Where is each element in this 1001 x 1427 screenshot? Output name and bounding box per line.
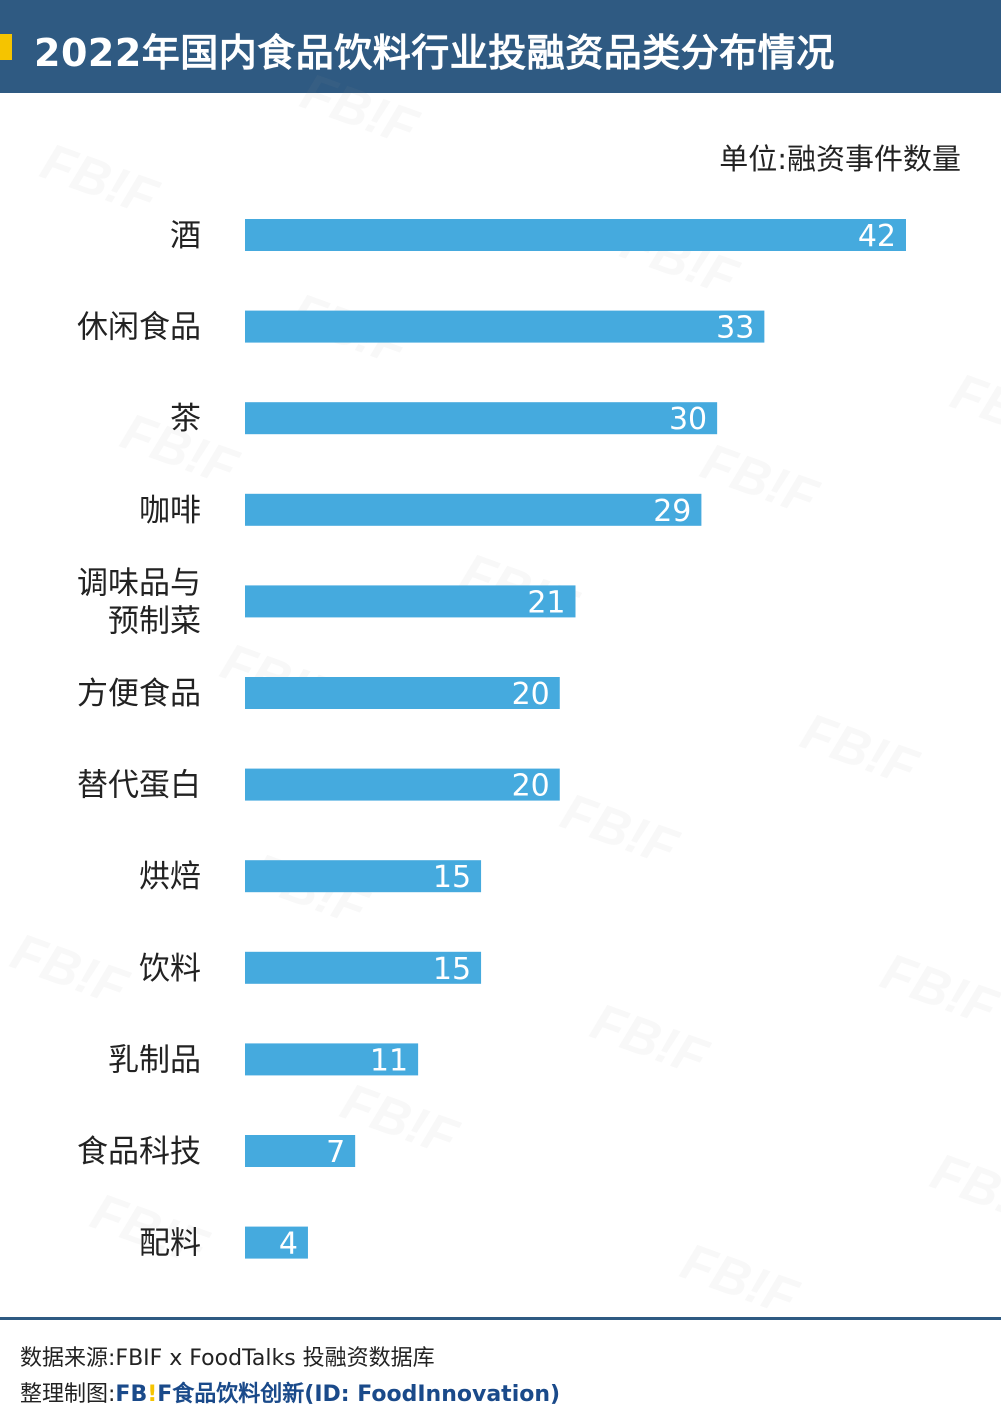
category-label-line: 烘焙	[139, 859, 201, 895]
category-label-line: 休闲食品	[77, 310, 201, 346]
bar-value-label: 11	[370, 1043, 408, 1078]
bar	[245, 1226, 308, 1259]
category-label-line: 饮料	[139, 951, 201, 987]
category-label-line: 乳制品	[108, 1042, 201, 1078]
header-accent	[0, 34, 12, 60]
category-label: 酒	[170, 218, 201, 254]
category-label: 调味品与预制菜	[77, 565, 201, 639]
category-label-line: 茶	[170, 401, 201, 437]
category-label: 替代蛋白	[77, 768, 201, 804]
bar-value-label: 42	[858, 219, 896, 254]
bar-value-label: 33	[716, 311, 754, 346]
data-source: 数据来源:FBIF x FoodTalks 投融资数据库	[20, 1346, 435, 1371]
category-label: 方便食品	[77, 676, 201, 712]
bar	[245, 768, 560, 801]
category-label-line: 调味品与	[77, 565, 201, 601]
category-label-line: 方便食品	[77, 676, 201, 712]
fbif-logo: FB!F	[115, 1382, 173, 1407]
bar-value-label: 20	[512, 769, 550, 804]
category-label-line: 配料	[139, 1226, 201, 1262]
page-title: 2022年国内食品饮料行业投融资品类分布情况	[34, 31, 835, 75]
unit-label: 单位:融资事件数量	[719, 142, 961, 176]
credit-prefix: 整理制图:	[20, 1382, 116, 1407]
credit-line: 整理制图:FB!F食品饮料创新(ID: FoodInnovation)	[20, 1376, 560, 1408]
category-label: 咖啡	[139, 493, 201, 529]
category-label: 烘焙	[139, 859, 201, 895]
bar-value-label: 21	[527, 585, 565, 620]
category-label: 茶	[170, 401, 201, 437]
bar	[245, 310, 765, 343]
category-label-line: 替代蛋白	[77, 768, 201, 804]
category-label: 食品科技	[77, 1134, 201, 1170]
bar	[245, 1135, 356, 1167]
category-label: 乳制品	[108, 1042, 201, 1078]
bar-value-label: 15	[433, 860, 471, 895]
footer-divider	[0, 1317, 1001, 1320]
header-bar: 2022年国内食品饮料行业投融资品类分布情况	[0, 0, 1001, 93]
category-label: 休闲食品	[77, 310, 201, 346]
bar	[245, 1043, 419, 1076]
bar	[245, 493, 702, 526]
bar	[245, 219, 906, 251]
bar	[245, 585, 576, 618]
credit-brand: 食品饮料创新(ID: FoodInnovation)	[172, 1382, 561, 1407]
bar	[245, 951, 482, 984]
bar	[245, 402, 718, 435]
category-label-line: 酒	[170, 218, 201, 254]
bar-value-label: 7	[326, 1135, 345, 1170]
bar-value-label: 30	[669, 402, 707, 437]
bar	[245, 860, 482, 893]
bar-value-label: 29	[653, 494, 691, 529]
bar-value-label: 20	[512, 677, 550, 712]
category-label-line: 食品科技	[77, 1134, 201, 1170]
bar-value-label: 4	[279, 1227, 298, 1262]
category-label: 配料	[139, 1226, 201, 1262]
bar-value-label: 15	[433, 952, 471, 987]
category-label-line: 预制菜	[108, 603, 201, 639]
category-label: 饮料	[139, 951, 201, 987]
category-label-line: 咖啡	[139, 493, 201, 529]
bar	[245, 677, 560, 709]
